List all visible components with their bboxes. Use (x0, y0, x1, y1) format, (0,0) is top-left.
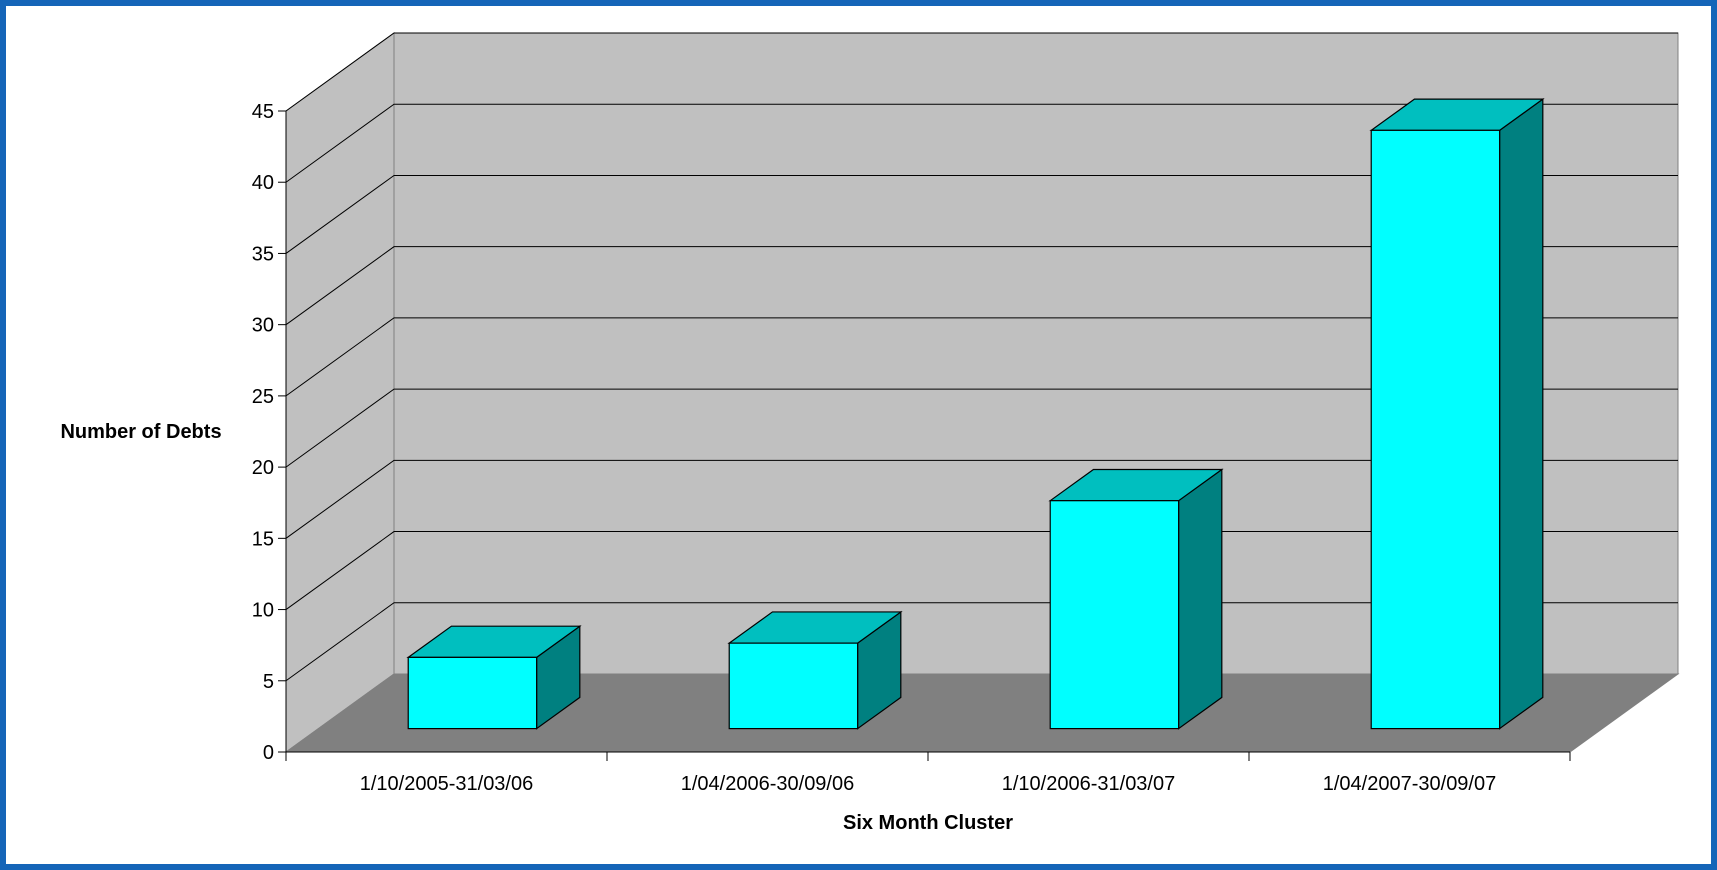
debts-bar-chart: 0 5 10 15 20 25 30 35 40 45 1/10/2005-31/03/06 1/0… (60, 32, 1680, 834)
bar-side (1178, 468, 1223, 730)
x-axis: 1/10/2005-31/03/06 1/04/2006-30/09/06 1/10… (285, 751, 1571, 795)
gridlines (285, 32, 1678, 682)
bars (406, 97, 1545, 730)
y-tick-label: 10 (252, 600, 274, 622)
side-wall (285, 32, 395, 753)
bar (728, 642, 859, 730)
y-tick-label: 5 (263, 671, 274, 693)
y-tick-label: 30 (252, 315, 274, 337)
y-axis: 0 5 10 15 20 25 30 35 40 45 (252, 101, 287, 764)
x-tick-label: 1/10/2006-31/03/07 (1002, 773, 1176, 795)
y-tick-label: 0 (263, 742, 274, 764)
y-tick-label: 45 (252, 101, 274, 123)
y-tick-label: 40 (252, 172, 274, 194)
gridline (285, 531, 1678, 610)
chart-frame: 0 5 10 15 20 25 30 35 40 45 1/10/2005-31/03/06 1/0… (6, 6, 1711, 864)
y-tick-label: 25 (252, 386, 274, 408)
bar (1370, 129, 1501, 730)
y-tick-label: 15 (252, 528, 274, 550)
gridline (285, 103, 1678, 183)
y-axis-title: Number of Debts (60, 421, 221, 443)
y-tick-label: 20 (252, 457, 274, 479)
y-tick-label: 35 (252, 243, 274, 265)
gridline (285, 602, 1678, 682)
gridline (285, 174, 1678, 254)
bar (1049, 500, 1180, 730)
x-axis-title: Six Month Cluster (843, 812, 1013, 834)
gridline (285, 32, 1678, 112)
gridline (285, 246, 1678, 326)
x-tick-label: 1/10/2005-31/03/06 (360, 773, 534, 795)
gridline (285, 388, 1678, 468)
bar-side (1499, 97, 1544, 730)
x-tick-label: 1/04/2007-30/09/07 (1323, 773, 1497, 795)
gridline (285, 459, 1678, 539)
x-tick-label: 1/04/2006-30/09/06 (681, 773, 855, 795)
gridline (285, 317, 1678, 397)
chart-walls (284, 32, 1680, 753)
bar (407, 656, 538, 730)
